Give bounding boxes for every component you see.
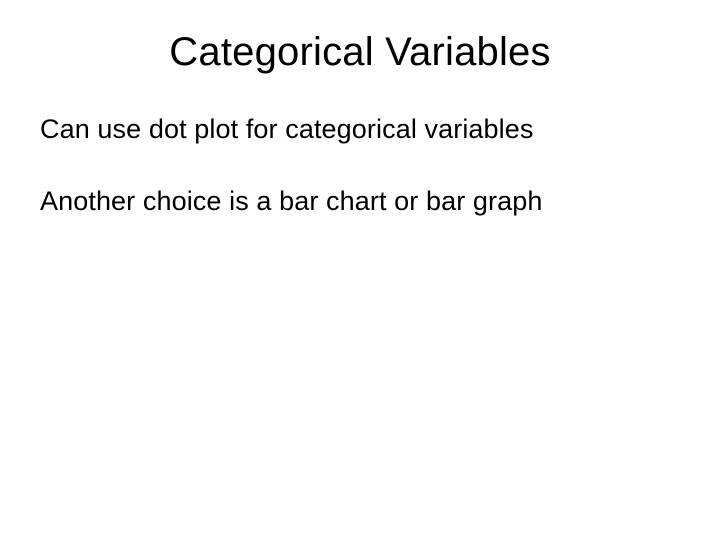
slide: Categorical Variables Can use dot plot f… [0,0,720,540]
body-paragraph-1: Can use dot plot for categorical variabl… [40,113,680,147]
slide-title: Categorical Variables [40,30,680,75]
body-paragraph-2: Another choice is a bar chart or bar gra… [40,185,680,219]
